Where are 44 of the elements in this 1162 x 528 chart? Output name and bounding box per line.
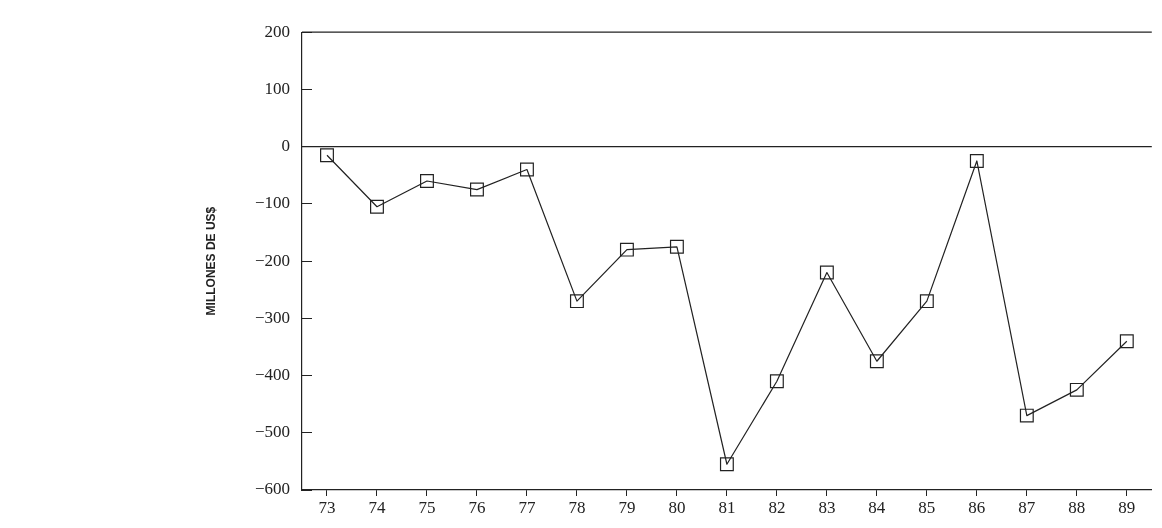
point xyxy=(1069,382,1084,397)
y-tick-label: −100 xyxy=(254,193,290,213)
point xyxy=(619,242,634,257)
point xyxy=(719,457,734,472)
point xyxy=(819,265,834,280)
point xyxy=(969,153,984,168)
y-tick-label: −300 xyxy=(254,307,290,327)
y-tick-label: 0 xyxy=(281,136,290,156)
x-tick-label: 79 xyxy=(618,497,636,517)
x-tick-label: 86 xyxy=(968,497,986,517)
point xyxy=(370,199,384,214)
point xyxy=(420,174,434,188)
y-tick-label: −400 xyxy=(254,365,290,385)
x-tick-label: 85 xyxy=(918,497,936,517)
x-tick-label: 75 xyxy=(418,497,436,517)
point xyxy=(519,162,534,177)
x-tick-label: 77 xyxy=(518,497,536,517)
x-tick-label: 81 xyxy=(718,497,736,517)
y-tick-label: −500 xyxy=(254,422,290,442)
x-tick-label: 83 xyxy=(818,497,836,517)
x-tick-label: 82 xyxy=(768,497,786,517)
point xyxy=(320,148,334,163)
y-tick-label: 200 xyxy=(264,21,290,41)
x-tick-label: 74 xyxy=(368,497,386,517)
point xyxy=(769,374,784,389)
x-tick-label: 80 xyxy=(668,497,686,517)
x-tick-label: 89 xyxy=(1118,497,1136,517)
x-tick-label: 84 xyxy=(868,497,886,517)
point xyxy=(1119,334,1134,349)
x-tick-label: 76 xyxy=(468,497,486,517)
x-tick-label: 87 xyxy=(1018,497,1036,517)
point xyxy=(569,294,584,309)
y-axis-title: MILLONES DE US$ xyxy=(203,206,218,316)
y-tick-label: −200 xyxy=(254,250,290,270)
point xyxy=(919,294,934,309)
y-tick-label: −600 xyxy=(254,479,290,499)
point xyxy=(669,239,684,254)
point xyxy=(470,182,484,197)
x-tick-label: 88 xyxy=(1068,497,1086,517)
point xyxy=(869,354,884,369)
x-tick-label: 78 xyxy=(568,497,586,517)
x-tick-label: 73 xyxy=(318,497,336,517)
y-tick-label: 100 xyxy=(264,78,290,98)
point xyxy=(1019,408,1034,423)
